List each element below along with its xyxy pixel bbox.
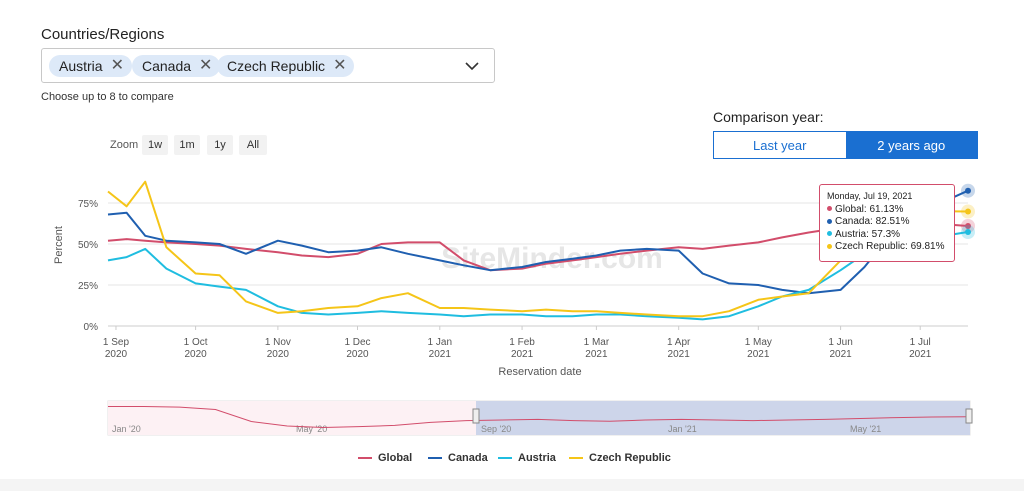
- navigator-label: Jan '20: [112, 424, 141, 434]
- x-tick-label: 1 May: [745, 337, 772, 348]
- series-line-czech-republic: [107, 180, 969, 318]
- x-tick-label: 1 Nov: [265, 337, 291, 348]
- range-navigator[interactable]: Jan '20 May '20 Sep '20 Jan '21 May '21: [0, 395, 1024, 440]
- x-tick-year: 2020: [105, 349, 128, 360]
- countries-regions-title: Countries/Regions: [41, 26, 165, 43]
- close-icon[interactable]: ✕: [333, 57, 347, 74]
- comparison-year-toggle[interactable]: Last year 2 years ago: [713, 131, 978, 159]
- zoom-1y-button[interactable]: 1y: [207, 135, 233, 155]
- chip-label: Canada: [142, 58, 192, 74]
- navigator-label: May '20: [296, 424, 327, 434]
- x-tick-label: 1 Jan: [428, 337, 452, 348]
- navigator-label: Jan '21: [668, 424, 697, 434]
- x-tick-year: 2021: [668, 349, 691, 360]
- x-tick-year: 2021: [829, 349, 852, 360]
- chevron-down-icon[interactable]: [464, 58, 480, 74]
- chart-tooltip: Monday, Jul 19, 2021 Global: 61.13% Cana…: [819, 184, 955, 262]
- x-tick-year: 2021: [747, 349, 770, 360]
- x-tick-label: 1 Mar: [584, 337, 610, 348]
- end-point: [965, 229, 971, 236]
- y-axis-ticks: 0% 25% 50% 75%: [78, 199, 98, 333]
- chip-canada[interactable]: Canada ✕: [132, 55, 221, 77]
- y-axis-label: Percent: [53, 226, 65, 264]
- close-icon[interactable]: ✕: [110, 57, 124, 74]
- x-tick-label: 1 Jun: [828, 337, 852, 348]
- legend-swatch: [569, 457, 583, 459]
- legend-swatch: [498, 457, 512, 459]
- chip-label: Czech Republic: [227, 58, 326, 74]
- x-tick-label: 1 Oct: [184, 337, 208, 348]
- end-point: [965, 187, 971, 194]
- x-tick-year: 2020: [267, 349, 290, 360]
- chip-austria[interactable]: Austria ✕: [49, 55, 132, 77]
- global-dot-icon: [827, 206, 832, 212]
- navigator-right-handle[interactable]: [965, 408, 973, 424]
- legend-czech-republic[interactable]: Czech Republic: [569, 452, 671, 464]
- x-tick-label: 1 Dec: [344, 337, 370, 348]
- navigator-label: Sep '20: [481, 424, 511, 434]
- zoom-all-button[interactable]: All: [239, 135, 267, 155]
- comparison-year-label: Comparison year:: [713, 109, 824, 125]
- x-tick-year: 2020: [346, 349, 369, 360]
- x-tick-year: 2021: [511, 349, 534, 360]
- x-tick-year: 2020: [184, 349, 207, 360]
- tooltip-row-global: Global: 61.13%: [827, 204, 947, 217]
- austria-dot-icon: [827, 231, 832, 237]
- x-tick-label: 1 Jul: [910, 337, 931, 348]
- zoom-1m-button[interactable]: 1m: [174, 135, 200, 155]
- x-tick-label: 1 Feb: [509, 337, 535, 348]
- y-tick-label: 0%: [84, 322, 99, 333]
- legend-global[interactable]: Global: [358, 452, 412, 464]
- navigator-labels: Jan '20 May '20 Sep '20 Jan '21 May '21: [112, 424, 881, 434]
- x-tick-year: 2021: [909, 349, 932, 360]
- tooltip-row-czech: Czech Republic: 69.81%: [827, 241, 947, 254]
- y-tick-label: 25%: [78, 281, 98, 292]
- zoom-label: Zoom: [110, 139, 139, 151]
- legend-austria[interactable]: Austria: [498, 452, 556, 464]
- tooltip-row-canada: Canada: 82.51%: [827, 216, 947, 229]
- x-tick-label: 1 Sep: [103, 337, 130, 348]
- x-tick-year: 2021: [429, 349, 452, 360]
- series-end-markers: [961, 183, 975, 240]
- series-line-canada: [107, 189, 969, 295]
- legend-canada[interactable]: Canada: [428, 452, 488, 464]
- country-multiselect[interactable]: Austria ✕ Canada ✕ Czech Republic ✕: [41, 48, 495, 83]
- end-point: [965, 208, 971, 215]
- tooltip-date: Monday, Jul 19, 2021: [827, 191, 913, 201]
- end-point: [965, 222, 971, 229]
- navigator-unselected-area: [108, 401, 476, 435]
- footer-strip: [0, 479, 1024, 491]
- chip-czech-republic[interactable]: Czech Republic ✕: [217, 55, 355, 77]
- navigator-label: May '21: [850, 424, 881, 434]
- navigator-line: [108, 406, 969, 429]
- y-tick-label: 75%: [78, 199, 98, 210]
- two-years-ago-button[interactable]: 2 years ago: [845, 132, 977, 158]
- close-icon[interactable]: ✕: [199, 57, 213, 74]
- legend-swatch: [428, 457, 442, 459]
- x-axis-label: Reservation date: [498, 366, 581, 378]
- navigator-left-handle[interactable]: [472, 408, 480, 424]
- czech-dot-icon: [827, 243, 832, 249]
- y-tick-label: 50%: [78, 240, 98, 251]
- zoom-1w-button[interactable]: 1w: [142, 135, 168, 155]
- last-year-button[interactable]: Last year: [714, 132, 846, 158]
- watermark: SiteMinder.com: [441, 242, 663, 275]
- x-tick-label: 1 Apr: [667, 337, 691, 348]
- tooltip-row-austria: Austria: 57.3%: [827, 229, 947, 242]
- x-tick-year: 2021: [585, 349, 608, 360]
- chip-label: Austria: [59, 58, 103, 74]
- canada-dot-icon: [827, 218, 832, 224]
- legend-swatch: [358, 457, 372, 459]
- compare-hint: Choose up to 8 to compare: [41, 91, 174, 103]
